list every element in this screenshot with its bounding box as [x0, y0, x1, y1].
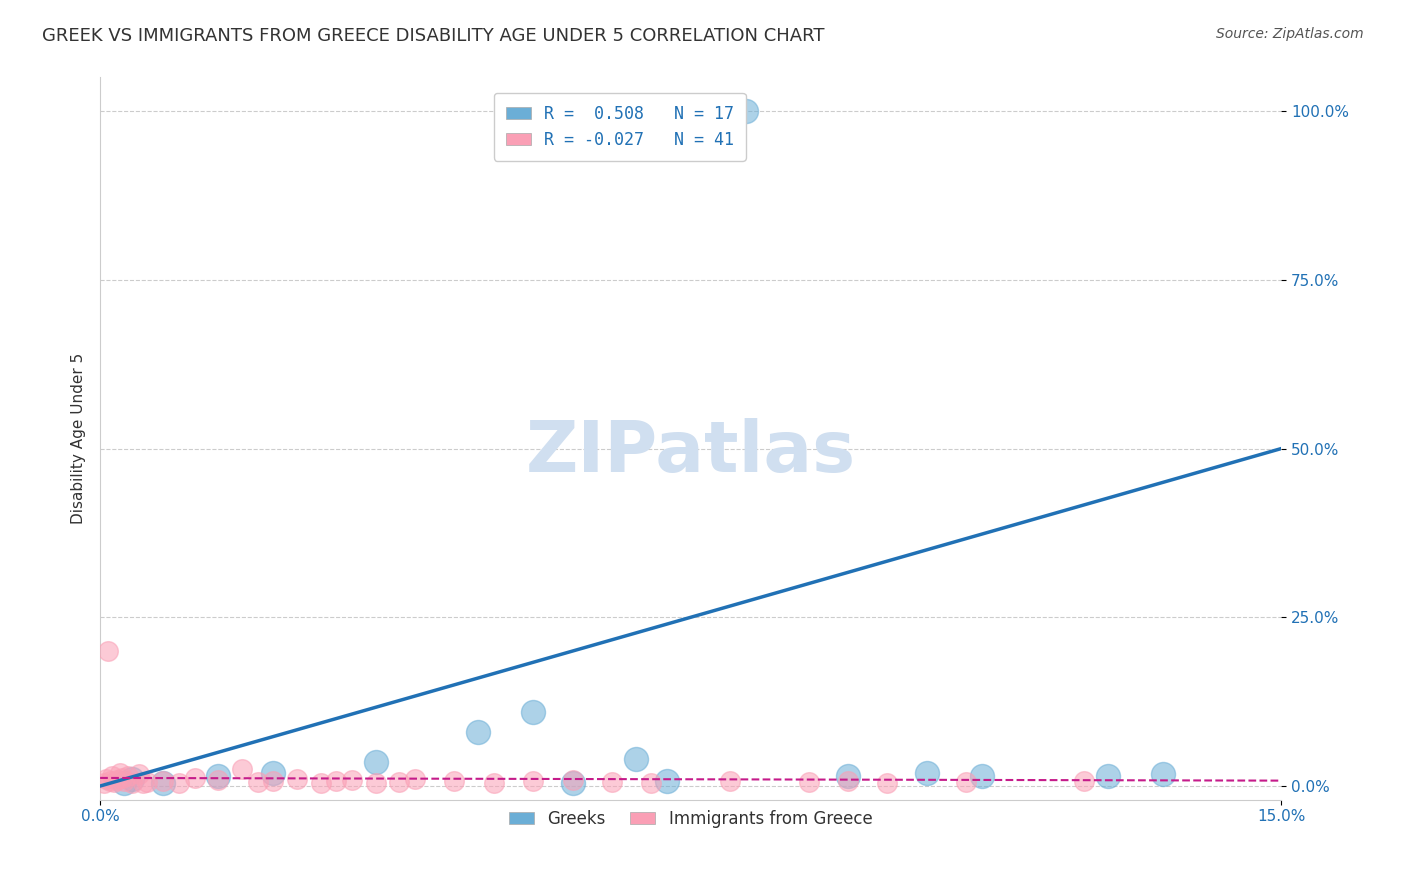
Point: [364, 756, 387, 770]
Point: [152, 773, 174, 788]
Y-axis label: Disability Age Under 5: Disability Age Under 5: [72, 353, 86, 524]
Point: [797, 775, 820, 789]
Point: [655, 773, 678, 788]
Point: [98, 773, 121, 788]
Point: [103, 775, 125, 789]
Point: [309, 775, 332, 789]
Point: [443, 773, 465, 788]
Point: [97, 644, 120, 658]
Point: [167, 775, 190, 789]
Point: [561, 772, 583, 787]
Point: [108, 765, 131, 780]
Point: [640, 775, 662, 789]
Point: [152, 775, 174, 789]
Point: [624, 752, 647, 766]
Point: [1073, 774, 1095, 789]
Point: [262, 773, 284, 788]
Point: [132, 776, 155, 790]
Point: [600, 775, 623, 789]
Text: ZIPatlas: ZIPatlas: [526, 418, 856, 487]
Point: [1152, 767, 1174, 781]
Point: [522, 705, 544, 719]
Point: [246, 775, 269, 789]
Point: [734, 104, 756, 119]
Point: [876, 775, 898, 789]
Point: [117, 769, 139, 783]
Point: [183, 771, 205, 785]
Point: [970, 769, 993, 783]
Point: [262, 765, 284, 780]
Point: [121, 775, 143, 789]
Point: [93, 775, 115, 789]
Point: [837, 769, 859, 783]
Point: [340, 772, 363, 787]
Point: [522, 774, 544, 789]
Point: [112, 775, 135, 789]
Point: [915, 765, 938, 780]
Point: [404, 772, 426, 787]
Point: [136, 775, 159, 789]
Point: [101, 769, 124, 783]
Point: [718, 773, 741, 788]
Point: [207, 769, 229, 783]
Point: [482, 775, 505, 789]
Point: [837, 774, 859, 789]
Point: [955, 775, 977, 789]
Point: [96, 772, 118, 787]
Text: Source: ZipAtlas.com: Source: ZipAtlas.com: [1216, 27, 1364, 41]
Point: [561, 775, 583, 789]
Point: [364, 775, 387, 789]
Point: [112, 774, 135, 789]
Point: [325, 774, 347, 789]
Text: GREEK VS IMMIGRANTS FROM GREECE DISABILITY AGE UNDER 5 CORRELATION CHART: GREEK VS IMMIGRANTS FROM GREECE DISABILI…: [42, 27, 825, 45]
Point: [1097, 769, 1119, 783]
Point: [128, 767, 150, 781]
Legend: Greeks, Immigrants from Greece: Greeks, Immigrants from Greece: [502, 803, 879, 835]
Point: [467, 725, 489, 739]
Point: [107, 772, 129, 787]
Point: [207, 772, 229, 787]
Point: [388, 775, 411, 789]
Point: [121, 772, 143, 787]
Point: [111, 771, 134, 785]
Point: [285, 772, 308, 787]
Point: [231, 762, 253, 776]
